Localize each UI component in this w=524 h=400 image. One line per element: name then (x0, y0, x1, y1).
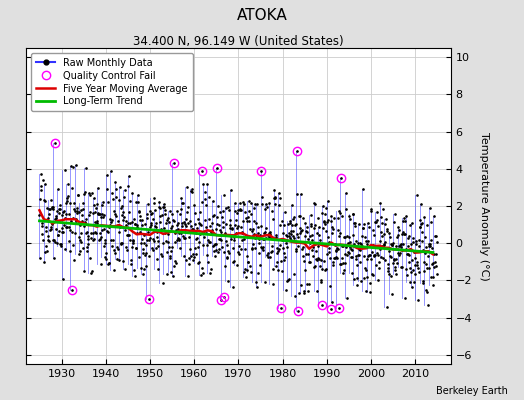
Title: 34.400 N, 96.149 W (United States): 34.400 N, 96.149 W (United States) (133, 35, 344, 48)
Text: Berkeley Earth: Berkeley Earth (436, 386, 508, 396)
Y-axis label: Temperature Anomaly (°C): Temperature Anomaly (°C) (478, 132, 489, 280)
Legend: Raw Monthly Data, Quality Control Fail, Five Year Moving Average, Long-Term Tren: Raw Monthly Data, Quality Control Fail, … (31, 53, 192, 111)
Text: ATOKA: ATOKA (237, 8, 287, 23)
